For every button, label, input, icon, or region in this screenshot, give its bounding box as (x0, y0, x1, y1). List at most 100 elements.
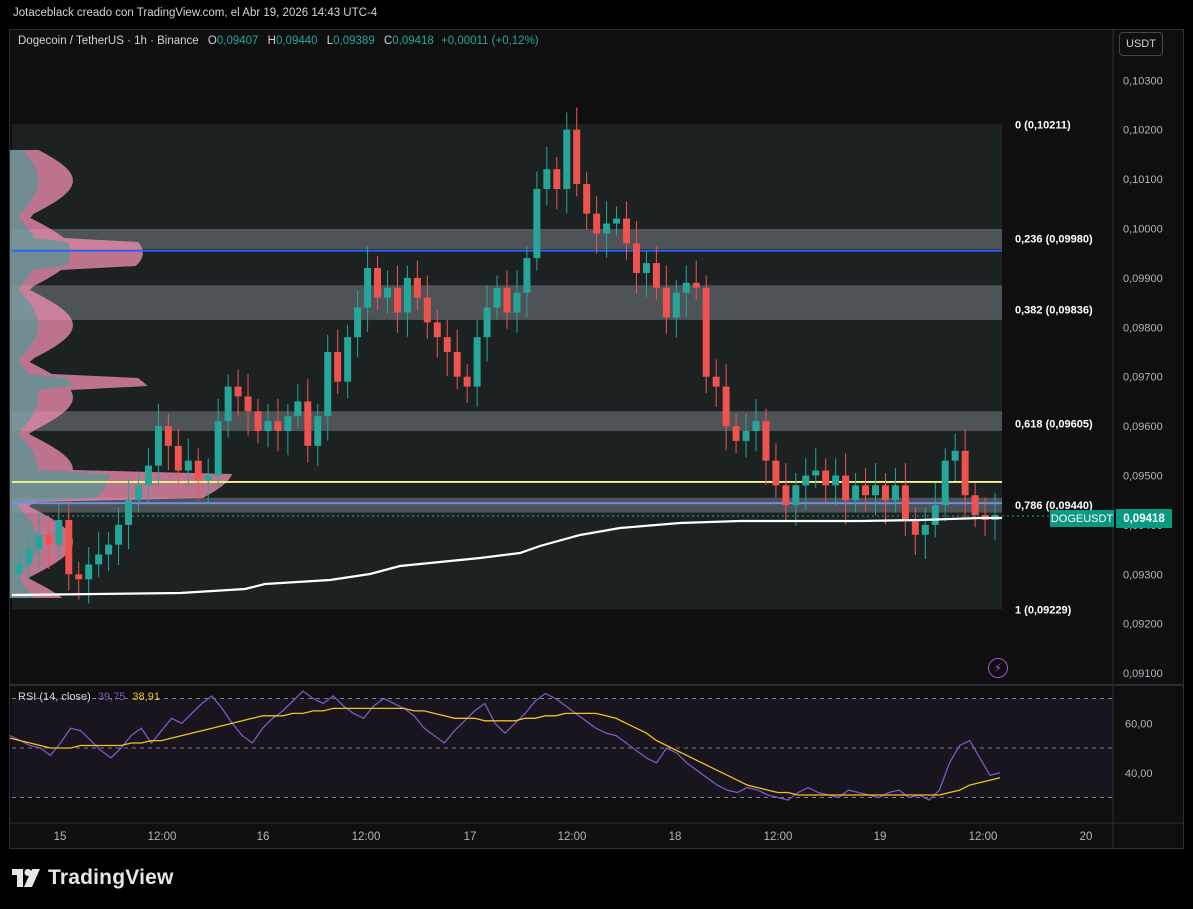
candle-body (573, 129, 581, 185)
candle-body (374, 268, 382, 298)
candle-body (274, 421, 282, 432)
tradingview-logo-text: TradingView (48, 866, 174, 889)
candle-body (234, 386, 242, 397)
rsi-ma-line[interactable] (9, 707, 1001, 796)
currency-button[interactable]: USDT (1119, 32, 1163, 56)
fib-level-label: 0 (0,10211) (1015, 119, 1071, 131)
fib-level-label: 0,382 (0,09836) (1015, 305, 1093, 317)
candle-body (593, 213, 601, 234)
candle-body (453, 352, 461, 377)
candle-body (463, 376, 471, 387)
rsi-value: 39,75 (97, 691, 126, 703)
candle-body (662, 287, 670, 318)
time-tick-label: 12:00 (764, 831, 793, 843)
candle-body (702, 287, 710, 377)
candle-body (782, 485, 790, 506)
candle-body (563, 129, 571, 189)
anchored-vwap-line[interactable] (11, 516, 1002, 597)
candle-body (503, 287, 511, 313)
last-price-tag: DOGEUSDT 0,09418 (1050, 509, 1172, 528)
candle-body (642, 263, 650, 273)
candle-body (911, 519, 919, 535)
ohlc-legend: Dogecoin / TetherUS · 1h · Binance O0,09… (18, 35, 539, 47)
fibonacci-band (12, 497, 1002, 513)
candle-body (264, 421, 272, 432)
candle-body (613, 218, 621, 224)
close-value: 0,09418 (392, 35, 434, 47)
time-tick-label: 16 (257, 831, 270, 843)
candle-body (25, 549, 33, 565)
open-value: 0,09407 (216, 35, 259, 47)
attribution-text: Jotaceblack creado con TradingView.com, … (13, 7, 378, 19)
candle-body (423, 297, 431, 323)
candle-body (304, 401, 312, 446)
candle-body (65, 519, 73, 575)
time-tick-label: 17 (464, 831, 477, 843)
rsi-tick-label: 40,00 (1125, 768, 1153, 780)
candle-body (722, 386, 730, 427)
low-value: 0,09389 (333, 35, 375, 47)
candle-body (174, 445, 182, 471)
candle-body (105, 544, 113, 555)
candle-body (822, 470, 830, 486)
fib-level-label: 0,236 (0,09980) (1015, 233, 1093, 245)
candle-body (672, 292, 680, 318)
price-tick-label: 0,09300 (1123, 569, 1163, 581)
tradingview-logo: TradingView (12, 866, 174, 890)
candle-body (533, 188, 541, 259)
rsi-name[interactable]: RSI (14, close) (18, 691, 91, 703)
high-value: 0,09440 (275, 35, 318, 47)
fibonacci-zone[interactable] (12, 124, 1002, 610)
rsi-tick-label: 60,00 (1125, 718, 1153, 730)
rsi-line[interactable] (9, 690, 1001, 801)
time-tick-label: 12:00 (352, 831, 381, 843)
candle-body (832, 475, 840, 486)
symbol-tag-text: DOGEUSDT (1051, 513, 1114, 525)
candle-body (553, 169, 561, 189)
time-tick-label: 19 (874, 831, 887, 843)
candle-body (712, 376, 720, 387)
low-label: L (326, 35, 334, 47)
candle-body (35, 534, 43, 550)
candle-body (344, 337, 352, 382)
candle-body (513, 292, 521, 313)
symbol-name[interactable]: Dogecoin / TetherUS · 1h · Binance (18, 35, 199, 47)
price-tag-text: 0,09418 (1123, 513, 1165, 525)
candle-body (15, 564, 23, 575)
time-tick-label: 12:00 (558, 831, 587, 843)
time-tick-label: 20 (1080, 831, 1093, 843)
candle-body (184, 460, 192, 471)
candle-body (364, 268, 372, 308)
candle-body (941, 460, 949, 506)
candle-body (872, 485, 879, 496)
candle-body (951, 450, 959, 461)
close-label: C (383, 35, 393, 47)
candle-body (324, 352, 332, 417)
candle-body (772, 460, 780, 486)
price-tick-label: 0,09500 (1123, 471, 1163, 483)
candle-body (75, 574, 83, 580)
candle-body (85, 564, 93, 580)
candle-body (802, 475, 810, 486)
candle-body (901, 485, 909, 520)
candle-body (393, 287, 401, 313)
bolt-icon[interactable]: ⚡ (988, 658, 1008, 678)
candle-body (224, 386, 232, 422)
time-tick-label: 18 (669, 831, 682, 843)
candle-body (652, 263, 660, 288)
candle-body (334, 352, 342, 382)
candle-body (443, 337, 451, 352)
time-tick-label: 12:00 (969, 831, 998, 843)
candle-body (244, 396, 252, 412)
candle-body (95, 554, 103, 565)
rsi-legend: RSI (14, close) 39,75 38,91 (18, 691, 160, 703)
candle-body (55, 519, 63, 545)
candle-body (314, 416, 322, 446)
candle-body (583, 184, 591, 214)
price-tick-label: 0,09900 (1123, 273, 1163, 285)
candle-body (543, 169, 551, 189)
candle-body (164, 426, 172, 446)
candle-body (891, 485, 899, 501)
